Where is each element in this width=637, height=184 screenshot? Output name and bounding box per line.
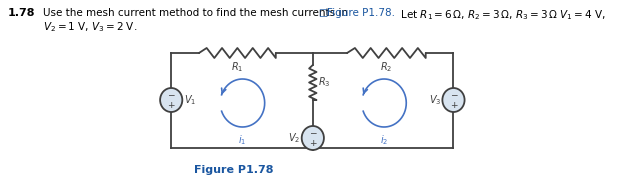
Text: $V_3$: $V_3$: [429, 93, 441, 107]
Text: $V_2 = 1$ V, $V_3 = 2$ V.: $V_2 = 1$ V, $V_3 = 2$ V.: [43, 20, 137, 34]
Text: $R_1$: $R_1$: [231, 60, 243, 74]
Text: $V_2$: $V_2$: [288, 131, 301, 145]
Text: +: +: [168, 101, 175, 110]
Text: +: +: [309, 139, 317, 148]
Text: −: −: [168, 90, 175, 99]
Circle shape: [442, 88, 464, 112]
Text: $i_2$: $i_2$: [380, 133, 388, 147]
Text: Figure P1.78: Figure P1.78: [194, 165, 274, 175]
Text: −: −: [309, 128, 317, 137]
Circle shape: [302, 126, 324, 150]
Text: Use the mesh current method to find the mesh currents in: Use the mesh current method to find the …: [43, 8, 348, 18]
Text: Figure P1.78.: Figure P1.78.: [327, 8, 395, 18]
Text: −: −: [450, 90, 457, 99]
Text: $R_2$: $R_2$: [380, 60, 392, 74]
Text: $R_3$: $R_3$: [318, 76, 331, 89]
Text: □: □: [318, 8, 327, 18]
Text: +: +: [450, 101, 457, 110]
Text: Let $R_1 = 6\,\Omega$, $R_2 = 3\,\Omega$, $R_3 = 3\,\Omega$ $V_1 = 4$ V,: Let $R_1 = 6\,\Omega$, $R_2 = 3\,\Omega$…: [397, 8, 606, 22]
Circle shape: [160, 88, 182, 112]
Text: $i_1$: $i_1$: [238, 133, 247, 147]
Text: 1.78: 1.78: [8, 8, 35, 18]
Text: $V_1$: $V_1$: [183, 93, 196, 107]
